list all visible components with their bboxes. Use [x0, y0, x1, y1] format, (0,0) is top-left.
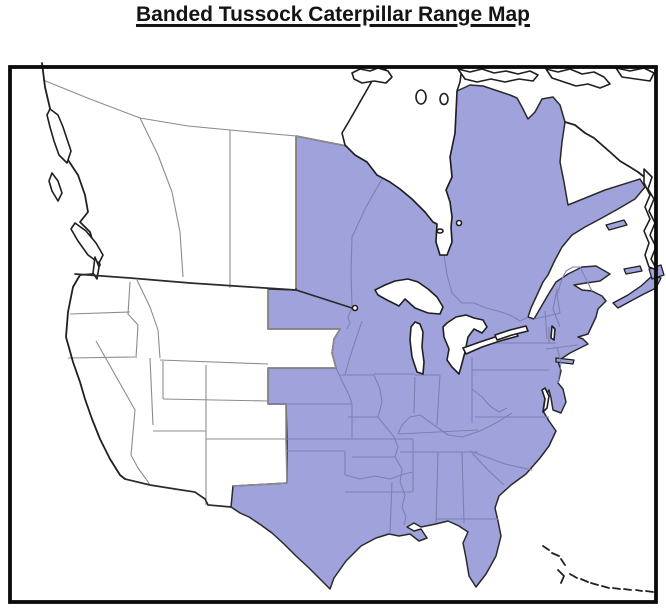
labrador-coast [564, 121, 644, 177]
water-bodies [341, 66, 556, 413]
page-title: Banded Tussock Caterpillar Range Map [135, 3, 531, 26]
us-canada-border [74, 273, 353, 309]
haida-gwaii [46, 108, 72, 164]
arctic-island-5 [615, 67, 655, 82]
shaded-range-region [230, 84, 646, 590]
shaded-islands [555, 219, 665, 365]
baffin-island [545, 68, 611, 89]
arctic-island-2 [415, 89, 427, 105]
lake-huron [442, 314, 488, 375]
arctic-island-1 [351, 67, 393, 84]
lake-ontario [494, 325, 529, 341]
hudson-bay [341, 66, 463, 256]
lake-superior [374, 278, 444, 315]
lake-michigan [409, 321, 425, 375]
arctic-island-4 [457, 68, 539, 83]
puget-sound [92, 256, 100, 280]
anticosti-island [605, 219, 628, 231]
chesapeake-bay [541, 387, 550, 413]
small-lake [455, 219, 463, 227]
range-map-svg [0, 57, 666, 611]
range-west-edge [232, 135, 353, 487]
us-mexico-border [124, 478, 232, 508]
range-interior-borders [268, 178, 593, 535]
coastal-island [48, 172, 63, 202]
national-borders [74, 273, 353, 508]
prince-edward-island [623, 265, 643, 275]
akimiski-island [436, 228, 444, 234]
lake-of-the-woods [351, 304, 359, 312]
vancouver-island [70, 222, 104, 264]
lake-champlain [550, 325, 556, 341]
western-borders [42, 79, 297, 505]
arctic-island-3 [439, 92, 449, 106]
nova-scotia [612, 275, 662, 309]
